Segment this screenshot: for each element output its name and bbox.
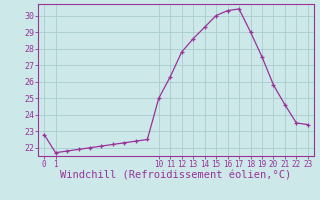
X-axis label: Windchill (Refroidissement éolien,°C): Windchill (Refroidissement éolien,°C): [60, 171, 292, 181]
